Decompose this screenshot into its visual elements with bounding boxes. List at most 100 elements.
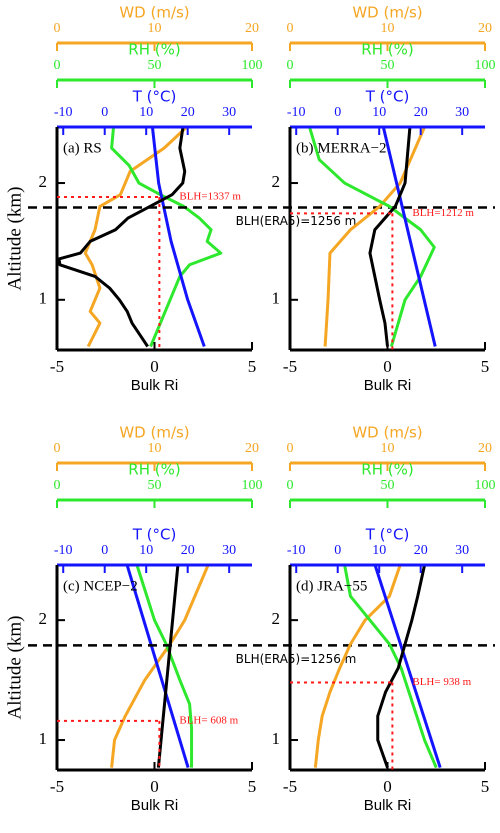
profile-line bbox=[110, 126, 223, 348]
y-axis-title: Altitude (km) bbox=[4, 616, 25, 720]
profile-line bbox=[135, 564, 194, 768]
x-tick-label: 0 bbox=[287, 478, 294, 493]
x-tick-label: 5 bbox=[481, 357, 490, 376]
profile-line bbox=[313, 564, 402, 768]
axis-title: RH (%) bbox=[128, 461, 180, 479]
profile-line bbox=[368, 126, 412, 347]
x-tick-label: -5 bbox=[50, 777, 64, 796]
x-tick-label: 0 bbox=[150, 357, 159, 376]
panel-label: (d) JRA−55 bbox=[296, 578, 367, 594]
x-tick-label: -10 bbox=[54, 105, 73, 120]
profile-line bbox=[323, 126, 426, 347]
x-tick-label: 0 bbox=[334, 105, 341, 120]
panel-label: (c) NCEP−2 bbox=[63, 578, 138, 594]
x-tick-label: 30 bbox=[455, 543, 469, 558]
profile-line bbox=[150, 126, 206, 347]
x-tick-label: 10 bbox=[148, 21, 162, 36]
profile-line bbox=[373, 564, 442, 769]
x-tick-label: 100 bbox=[475, 58, 496, 73]
x-tick-label: 20 bbox=[414, 105, 428, 120]
x-tick-label: 0 bbox=[54, 58, 61, 73]
x-tick-label: 0 bbox=[54, 441, 61, 456]
x-tick-label: 5 bbox=[481, 777, 490, 796]
x-tick-label: 30 bbox=[455, 105, 469, 120]
axis-title: Bulk Ri bbox=[364, 377, 412, 394]
x-tick-label: 20 bbox=[245, 21, 259, 36]
x-tick-label: 10 bbox=[139, 105, 153, 120]
x-tick-label: 0 bbox=[383, 777, 392, 796]
profile-line bbox=[343, 564, 438, 769]
x-tick-label: 50 bbox=[148, 478, 162, 493]
x-tick-label: 0 bbox=[287, 58, 294, 73]
x-tick-label: 30 bbox=[222, 105, 236, 120]
y-tick-label: 2 bbox=[39, 172, 48, 191]
x-tick-label: 50 bbox=[381, 58, 395, 73]
blh-label: BLH= 938 m bbox=[412, 676, 471, 688]
axis-title: Bulk Ri bbox=[364, 797, 412, 814]
axis-title: T (°C) bbox=[365, 88, 410, 106]
profile-line bbox=[308, 126, 436, 347]
x-tick-label: 20 bbox=[478, 21, 492, 36]
x-tick-label: 20 bbox=[245, 441, 259, 456]
profile-line bbox=[156, 564, 180, 768]
x-tick-label: 100 bbox=[242, 478, 263, 493]
blh-label: BLH= 608 m bbox=[179, 714, 238, 726]
x-tick-label: 0 bbox=[287, 441, 294, 456]
y-tick-label: 1 bbox=[272, 289, 281, 308]
x-tick-label: 100 bbox=[242, 58, 263, 73]
x-tick-label: 0 bbox=[383, 357, 392, 376]
x-tick-label: -10 bbox=[287, 543, 306, 558]
x-tick-label: -5 bbox=[283, 357, 297, 376]
x-tick-label: 100 bbox=[475, 478, 496, 493]
x-tick-label: 0 bbox=[54, 478, 61, 493]
x-tick-label: 0 bbox=[101, 543, 108, 558]
profile-line bbox=[381, 126, 437, 347]
axis-title: RH (%) bbox=[361, 41, 413, 59]
profile-line bbox=[376, 564, 427, 769]
x-tick-label: 10 bbox=[381, 441, 395, 456]
x-tick-label: -10 bbox=[54, 543, 73, 558]
axis-title: RH (%) bbox=[361, 461, 413, 479]
x-tick-label: 10 bbox=[139, 543, 153, 558]
x-tick-label: 0 bbox=[54, 21, 61, 36]
profile-line bbox=[57, 126, 187, 348]
axis-title: T (°C) bbox=[132, 526, 177, 544]
axis-title: RH (%) bbox=[128, 41, 180, 59]
x-tick-label: -5 bbox=[50, 357, 64, 376]
x-tick-label: 0 bbox=[150, 777, 159, 796]
panel-label: (b) MERRA−2 bbox=[296, 140, 387, 156]
profile-line bbox=[110, 564, 210, 768]
x-tick-label: 0 bbox=[101, 105, 108, 120]
axis-title: Bulk Ri bbox=[131, 797, 179, 814]
x-tick-label: 20 bbox=[414, 543, 428, 558]
x-tick-label: 10 bbox=[381, 21, 395, 36]
blh-label: BLH=1337 m bbox=[179, 191, 241, 203]
axis-title: WD (m/s) bbox=[352, 424, 422, 442]
axis-title: WD (m/s) bbox=[352, 4, 422, 22]
x-tick-label: -5 bbox=[283, 777, 297, 796]
x-tick-label: 10 bbox=[372, 105, 386, 120]
blh-label: BLH=1212 m bbox=[412, 207, 474, 219]
x-tick-label: 5 bbox=[248, 777, 257, 796]
axis-title: Bulk Ri bbox=[131, 377, 179, 394]
x-tick-label: 0 bbox=[287, 21, 294, 36]
axis-title: WD (m/s) bbox=[119, 4, 189, 22]
x-tick-label: 30 bbox=[222, 543, 236, 558]
x-tick-label: 20 bbox=[181, 105, 195, 120]
x-tick-label: 50 bbox=[148, 58, 162, 73]
x-tick-label: 5 bbox=[248, 357, 257, 376]
panel-label: (a) RS bbox=[63, 140, 102, 156]
y-tick-label: 1 bbox=[39, 289, 48, 308]
x-tick-label: 0 bbox=[334, 543, 341, 558]
x-tick-label: 50 bbox=[381, 478, 395, 493]
x-tick-label: 10 bbox=[148, 441, 162, 456]
y-tick-label: 1 bbox=[39, 729, 48, 748]
x-tick-label: 20 bbox=[478, 441, 492, 456]
y-axis-title: Altitude (km) bbox=[4, 187, 25, 291]
era5-blh-label: BLH(ERA5)=1256 m bbox=[236, 652, 357, 666]
x-tick-label: 10 bbox=[372, 543, 386, 558]
axis-title: T (°C) bbox=[132, 88, 177, 106]
y-tick-label: 1 bbox=[272, 729, 281, 748]
